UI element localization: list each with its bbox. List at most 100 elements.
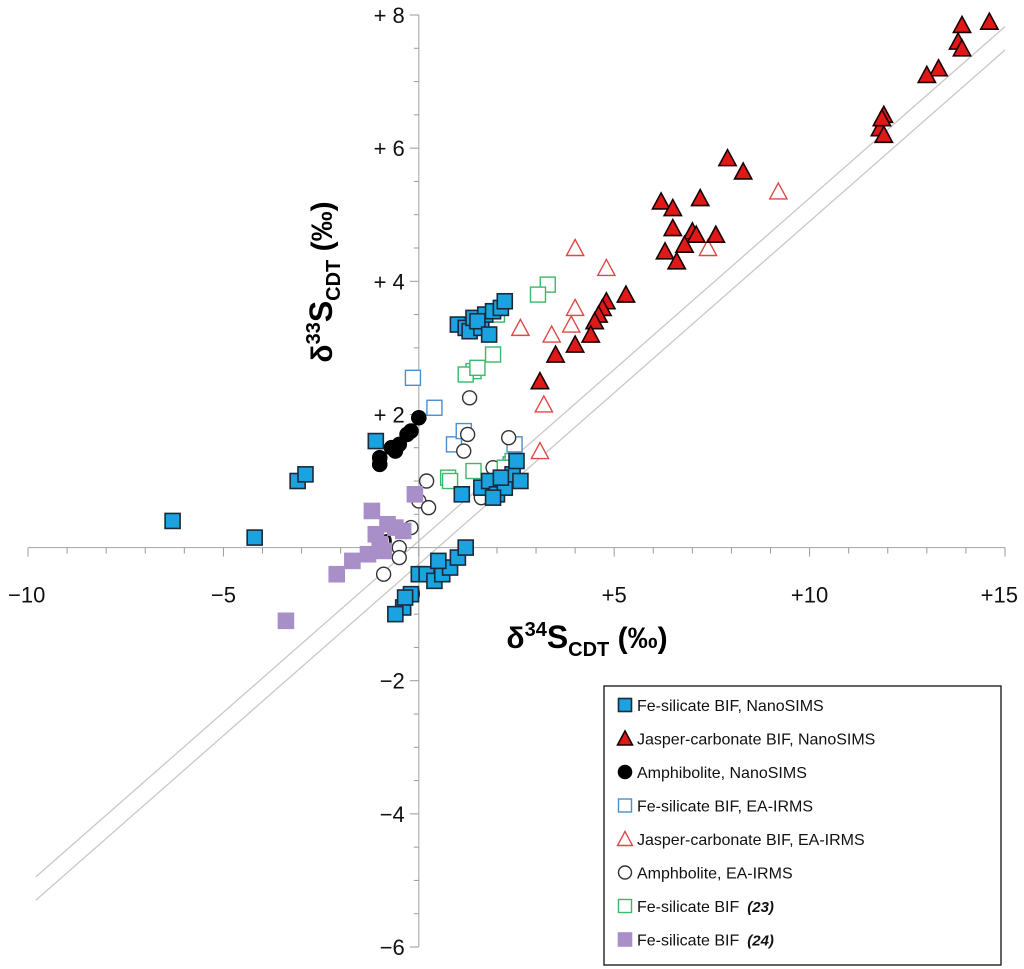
legend-box bbox=[603, 685, 1002, 966]
legend-item: Fe-silicate BIF (24) bbox=[617, 932, 774, 950]
tick-labels: −10−50+5+10+15+ 8+ 6+ 4+ 20−2−4−6 bbox=[8, 3, 1018, 960]
y-tick-label: −2 bbox=[380, 669, 405, 694]
data-point bbox=[705, 224, 726, 243]
data-point bbox=[404, 369, 422, 387]
data-point bbox=[717, 147, 738, 167]
data-point bbox=[534, 394, 554, 413]
data-point bbox=[469, 359, 486, 377]
data-point bbox=[510, 317, 531, 337]
data-point bbox=[441, 472, 459, 490]
series-2 bbox=[529, 11, 1000, 390]
data-point bbox=[698, 238, 718, 257]
y-tick-label: −4 bbox=[380, 802, 405, 827]
data-point bbox=[297, 466, 314, 483]
data-point bbox=[461, 390, 478, 406]
y-axis-title: δ33SCDT (‰) bbox=[303, 201, 345, 362]
data-point bbox=[952, 38, 972, 57]
data-point bbox=[873, 124, 894, 144]
data-point bbox=[545, 344, 566, 363]
data-point bbox=[871, 107, 892, 127]
y-tick-label: + 4 bbox=[374, 269, 405, 294]
data-point bbox=[615, 284, 636, 303]
data-point bbox=[952, 14, 972, 34]
data-point bbox=[406, 486, 424, 503]
series-8 bbox=[277, 486, 424, 630]
x-tick-label: −10 bbox=[8, 583, 45, 608]
data-point bbox=[596, 257, 617, 277]
data-point bbox=[430, 552, 447, 570]
data-point bbox=[768, 181, 789, 200]
data-point bbox=[500, 430, 517, 446]
legend-item: Fe-silicate BIF, NanoSIMS bbox=[617, 697, 824, 715]
x-tick-label: +5 bbox=[602, 583, 627, 608]
data-point bbox=[530, 441, 550, 460]
data-point bbox=[363, 502, 381, 520]
legend-marker bbox=[617, 798, 633, 813]
legend-label: Amphbolite, EA-IRMS bbox=[637, 866, 793, 883]
data-point bbox=[565, 334, 586, 353]
data-point bbox=[375, 542, 392, 560]
data-point bbox=[565, 297, 585, 317]
data-point bbox=[979, 11, 1000, 30]
legend-marker bbox=[617, 898, 633, 914]
data-point bbox=[690, 187, 711, 207]
data-point bbox=[426, 399, 443, 416]
data-point bbox=[662, 217, 683, 237]
data-point bbox=[387, 605, 404, 623]
data-point bbox=[916, 64, 937, 84]
data-point bbox=[666, 251, 687, 270]
data-point bbox=[561, 314, 582, 333]
data-point bbox=[246, 529, 263, 546]
data-point bbox=[391, 549, 407, 566]
legend-marker bbox=[616, 729, 634, 746]
data-point bbox=[584, 311, 605, 330]
data-point bbox=[371, 456, 388, 473]
legend-item: Amphibolite, NanoSIMS bbox=[617, 764, 807, 782]
data-point bbox=[410, 409, 427, 426]
data-point bbox=[541, 324, 562, 343]
data-point bbox=[394, 522, 412, 540]
data-point bbox=[565, 238, 585, 257]
data-point bbox=[367, 432, 385, 450]
data-point bbox=[928, 58, 949, 77]
data-point bbox=[459, 426, 476, 443]
legend-marker bbox=[617, 865, 633, 880]
data-point bbox=[164, 512, 181, 530]
data-point bbox=[512, 472, 529, 490]
legend-label: Fe-silicate BIF (23) bbox=[637, 899, 774, 916]
y-tick-label: + 6 bbox=[374, 136, 405, 161]
data-point bbox=[403, 423, 419, 439]
data-point bbox=[508, 452, 525, 470]
legend-marker bbox=[617, 932, 633, 947]
data-point bbox=[344, 552, 361, 570]
data-point bbox=[465, 462, 482, 480]
data-point bbox=[277, 612, 295, 630]
axes bbox=[27, 14, 1006, 948]
data-point bbox=[529, 286, 547, 303]
legend-item: Jasper-carbonate BIF, NanoSIMS bbox=[616, 729, 875, 749]
series-3 bbox=[371, 409, 427, 473]
data-point bbox=[655, 241, 675, 260]
legend: Fe-silicate BIF, NanoSIMS Jasper-carbonat… bbox=[603, 685, 1002, 966]
legend-item: Jasper-carbonate BIF, EA-IRMS bbox=[616, 830, 865, 849]
data-point bbox=[733, 161, 754, 180]
x-tick-label: +15 bbox=[981, 583, 1018, 608]
data-point bbox=[492, 469, 510, 486]
y-tick-label: + 2 bbox=[374, 402, 405, 427]
legend-label: Jasper-carbonate BIF, NanoSIMS bbox=[637, 732, 875, 749]
legend-marker bbox=[617, 697, 633, 713]
legend-item: Amphbolite, EA-IRMS bbox=[617, 865, 793, 883]
data-point bbox=[496, 292, 514, 310]
x-axis-title: δ34SCDT (‰) bbox=[506, 619, 667, 661]
legend-marker bbox=[616, 830, 634, 847]
legend-label: Jasper-carbonate BIF, EA-IRMS bbox=[637, 832, 865, 849]
legend-marker bbox=[617, 764, 633, 780]
axis-titles: δ34SCDT (‰) δ33SCDT (‰) bbox=[303, 201, 668, 661]
y-tick-label: −6 bbox=[380, 935, 405, 960]
legend-label: Fe-silicate BIF (24) bbox=[637, 933, 774, 950]
data-point bbox=[484, 346, 502, 363]
legend-item: Fe-silicate BIF, EA-IRMS bbox=[617, 798, 813, 816]
data-point bbox=[529, 370, 550, 390]
data-point bbox=[580, 324, 601, 343]
